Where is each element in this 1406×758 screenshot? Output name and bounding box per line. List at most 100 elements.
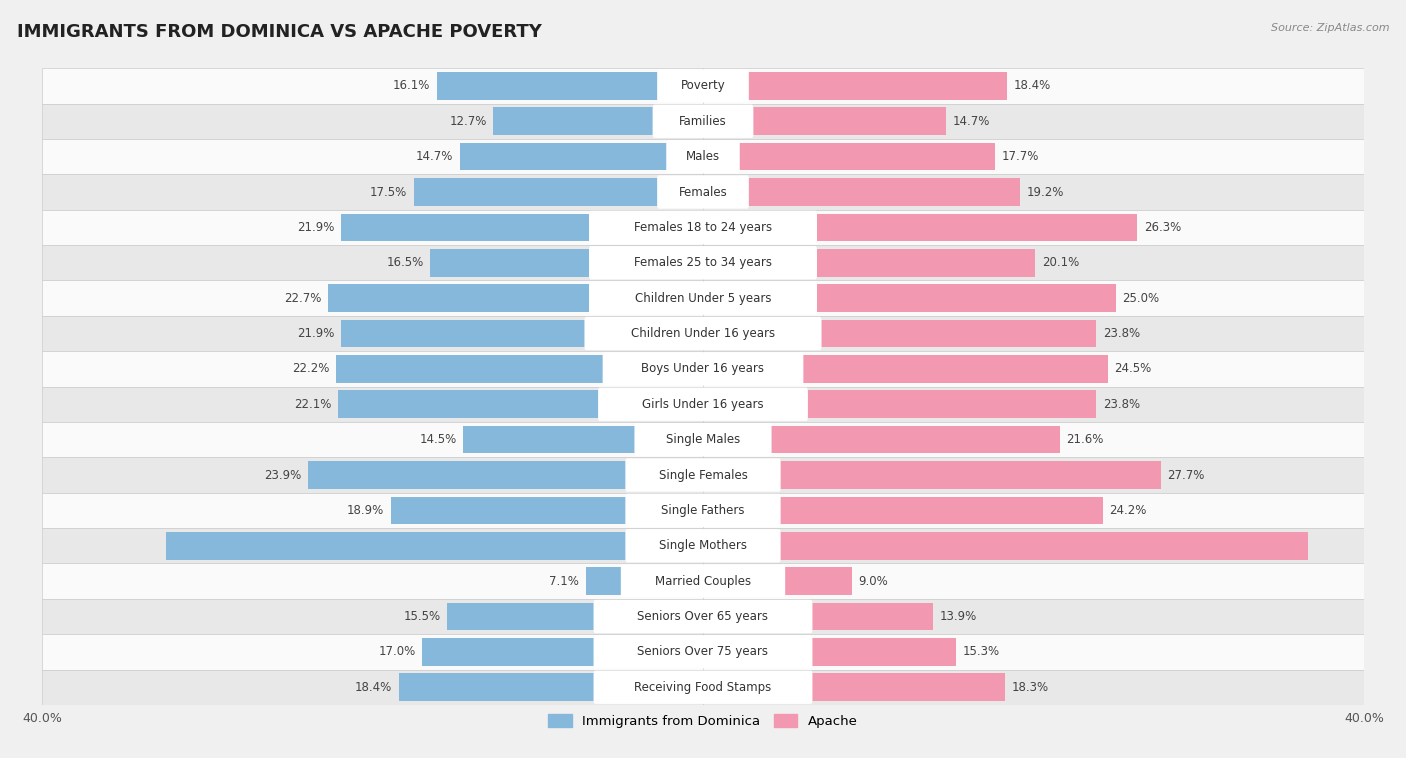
Bar [399,673,703,701]
Bar [42,68,1364,104]
Bar [703,143,995,171]
Bar [342,214,703,241]
FancyBboxPatch shape [603,352,803,386]
Text: 25.0%: 25.0% [1122,292,1160,305]
Text: 27.7%: 27.7% [1167,468,1205,481]
FancyBboxPatch shape [626,493,780,527]
Text: Single Males: Single Males [666,433,740,446]
Text: 17.5%: 17.5% [370,186,408,199]
Bar [308,461,703,489]
Text: 22.2%: 22.2% [292,362,329,375]
Bar [703,284,1116,312]
FancyBboxPatch shape [657,69,749,102]
Text: 15.3%: 15.3% [962,645,1000,659]
Legend: Immigrants from Dominica, Apache: Immigrants from Dominica, Apache [543,709,863,733]
Text: 17.7%: 17.7% [1002,150,1039,163]
Bar [703,426,1060,453]
Text: Children Under 16 years: Children Under 16 years [631,327,775,340]
Bar [42,316,1364,351]
Text: 16.5%: 16.5% [387,256,423,269]
Bar [42,351,1364,387]
Bar [703,603,932,631]
Text: 23.9%: 23.9% [264,468,301,481]
Bar [586,567,703,595]
Bar [42,280,1364,316]
Bar [430,249,703,277]
Text: Females 25 to 34 years: Females 25 to 34 years [634,256,772,269]
Text: 17.0%: 17.0% [378,645,416,659]
Text: 21.9%: 21.9% [297,221,335,234]
Bar [336,355,703,383]
Bar [42,528,1364,563]
FancyBboxPatch shape [666,140,740,174]
FancyBboxPatch shape [589,246,817,280]
Text: 24.2%: 24.2% [1109,504,1147,517]
Bar [464,426,703,453]
Text: 18.9%: 18.9% [347,504,384,517]
Text: IMMIGRANTS FROM DOMINICA VS APACHE POVERTY: IMMIGRANTS FROM DOMINICA VS APACHE POVER… [17,23,541,41]
Text: 22.1%: 22.1% [294,398,332,411]
Bar [42,599,1364,634]
Bar [42,245,1364,280]
Bar [42,563,1364,599]
Text: Children Under 5 years: Children Under 5 years [634,292,772,305]
Text: Single Fathers: Single Fathers [661,504,745,517]
FancyBboxPatch shape [593,671,813,704]
Text: 18.4%: 18.4% [1014,80,1050,92]
FancyBboxPatch shape [634,423,772,456]
Text: 21.6%: 21.6% [1066,433,1104,446]
Text: 14.7%: 14.7% [952,114,990,128]
Text: 23.8%: 23.8% [1102,327,1140,340]
Text: Single Females: Single Females [658,468,748,481]
Bar [703,496,1102,525]
Text: 14.5%: 14.5% [419,433,457,446]
Text: 32.5%: 32.5% [645,539,686,553]
Bar [391,496,703,525]
Bar [703,320,1097,347]
Bar [703,108,946,135]
Bar [42,387,1364,422]
Bar [703,673,1005,701]
Text: Source: ZipAtlas.com: Source: ZipAtlas.com [1271,23,1389,33]
Text: 26.3%: 26.3% [1144,221,1181,234]
FancyBboxPatch shape [652,105,754,138]
Text: 18.3%: 18.3% [1012,681,1049,694]
Text: 21.9%: 21.9% [297,327,335,340]
Text: Families: Families [679,114,727,128]
FancyBboxPatch shape [626,529,780,562]
Bar [494,108,703,135]
FancyBboxPatch shape [626,459,780,492]
FancyBboxPatch shape [589,211,817,244]
Bar [328,284,703,312]
Text: 12.7%: 12.7% [449,114,486,128]
Bar [42,493,1364,528]
Text: 18.4%: 18.4% [356,681,392,694]
Text: 9.0%: 9.0% [858,575,889,587]
Text: Females: Females [679,186,727,199]
Text: Seniors Over 65 years: Seniors Over 65 years [637,610,769,623]
Text: Boys Under 16 years: Boys Under 16 years [641,362,765,375]
Text: Receiving Food Stamps: Receiving Food Stamps [634,681,772,694]
Bar [42,174,1364,210]
FancyBboxPatch shape [585,317,821,350]
Text: Seniors Over 75 years: Seniors Over 75 years [637,645,769,659]
Text: 22.7%: 22.7% [284,292,322,305]
FancyBboxPatch shape [593,635,813,669]
Bar [447,603,703,631]
Text: Females 18 to 24 years: Females 18 to 24 years [634,221,772,234]
Bar [42,457,1364,493]
FancyBboxPatch shape [589,281,817,315]
Text: Poverty: Poverty [681,80,725,92]
Bar [703,72,1007,100]
Text: Males: Males [686,150,720,163]
Bar [342,320,703,347]
Bar [703,249,1035,277]
Bar [703,532,1308,559]
Bar [460,143,703,171]
Text: 20.1%: 20.1% [1042,256,1078,269]
Bar [42,210,1364,245]
Bar [703,461,1160,489]
Text: 24.5%: 24.5% [1115,362,1152,375]
FancyBboxPatch shape [621,565,785,598]
Text: Single Mothers: Single Mothers [659,539,747,553]
